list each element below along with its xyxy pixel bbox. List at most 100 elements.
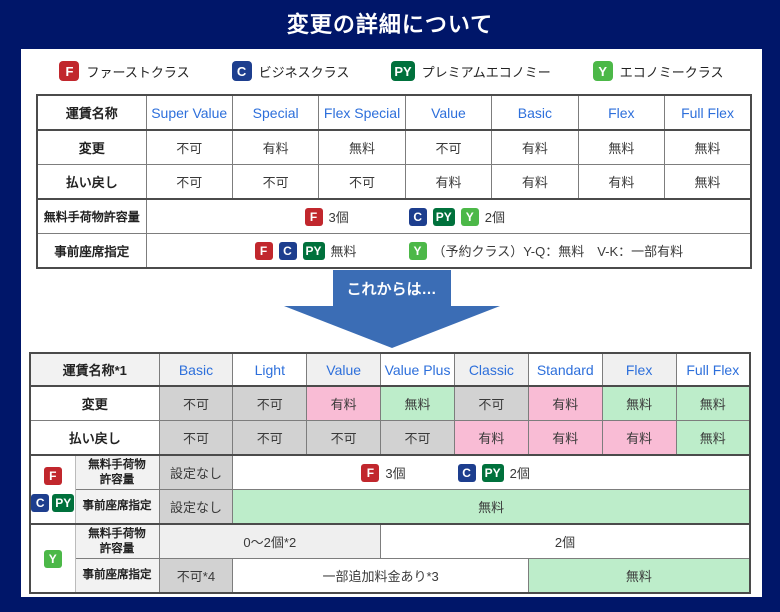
- row-label: 無料手荷物 許容量: [74, 454, 160, 490]
- fare-cell: 有料: [231, 129, 320, 165]
- row-label: 事前座席指定: [36, 233, 147, 269]
- legend-label: プレミアムエコノミー: [421, 64, 551, 80]
- fare-column-header: Special: [231, 94, 320, 131]
- legend-item-business-class: C ビジネスクラス: [231, 61, 350, 81]
- badge-value-group: C PY 2個: [457, 463, 530, 482]
- fare-column-header: Full Flex: [664, 94, 752, 131]
- py-class-badge-icon: PY: [432, 207, 455, 226]
- baggage-span-cell: F 3個 C PY Y 2個: [145, 198, 752, 234]
- row-label: 事前座席指定: [74, 558, 160, 594]
- fare-cell: 0〜2個*2: [158, 523, 382, 559]
- y-seat-row: 事前座席指定 不可*4 一部追加料金あり*3 無料: [30, 558, 751, 594]
- legend-item-first-class: F ファーストクラス: [59, 61, 190, 81]
- fare-cell: 不可: [306, 420, 382, 456]
- y-class-badge-icon: Y: [460, 207, 479, 226]
- c-class-badge-icon: C: [408, 207, 427, 226]
- f-class-badge-icon: F: [43, 467, 62, 485]
- fare-column-header: Standard: [527, 352, 603, 387]
- fare-column-header: Light: [232, 352, 308, 387]
- seat-span-cell: 無料: [232, 489, 751, 525]
- f-class-badge-icon: F: [304, 207, 323, 226]
- transition-arrow: これからは…: [283, 270, 500, 348]
- y-baggage-row: Y 無料手荷物 許容量 0〜2個*2 2個: [29, 523, 751, 594]
- badge-value-group: F C PY 無料: [254, 241, 357, 260]
- fare-column-header: Value: [404, 94, 493, 131]
- fare-cell: 設定なし: [158, 454, 234, 490]
- c-class-badge-icon: C: [31, 494, 50, 512]
- fare-cell: 不可: [453, 385, 529, 421]
- f-class-badge-icon: F: [254, 241, 273, 260]
- c-class-badge-icon: C: [231, 61, 252, 81]
- fare-column-header: Super Value: [145, 94, 233, 131]
- fare-cell: 不可: [318, 164, 406, 200]
- y-badge-cell: Y: [29, 523, 76, 594]
- class-legend: F ファーストクラス C ビジネスクラス PY プレミアムエコノミー Y エコノ…: [21, 57, 762, 85]
- table-row: 変更 不可 不可 有料 無料 不可 有料 無料 無料: [29, 385, 751, 421]
- baggage-span-cell: F 3個 C PY 2個: [232, 454, 751, 490]
- fare-cell: 不可: [380, 420, 455, 456]
- fare-column-header: Classic: [453, 352, 529, 387]
- fare-cell: 設定なし: [158, 489, 234, 525]
- fare-cell: 不可*4: [158, 558, 234, 594]
- group-text: 2個: [509, 466, 530, 481]
- header-row: 運賃名称 Super Value Special Flex Special Value B…: [36, 94, 752, 131]
- before-fare-table: 運賃名称 Super Value Special Flex Special Value B…: [36, 94, 752, 269]
- fare-cell: 2個: [380, 523, 751, 559]
- y-class-badge-icon: Y: [408, 241, 427, 260]
- py-class-badge-icon: PY: [302, 241, 325, 260]
- fare-cell: 不可: [404, 129, 493, 165]
- fare-column-header: Value Plus: [380, 352, 455, 387]
- group-text: 2個: [484, 210, 505, 225]
- badge-value-group: F 3個: [361, 463, 406, 482]
- fare-cell: 無料: [664, 129, 752, 165]
- row-label: 払い戻し: [29, 420, 160, 456]
- group-text: 無料: [330, 244, 357, 259]
- seat-row: 事前座席指定 F C PY 無料 Y （予約クラス）Y-Q：無料 V-K：一部有料: [36, 233, 752, 269]
- fare-cell: 不可: [231, 164, 320, 200]
- row-label: 無料手荷物許容量: [36, 198, 147, 234]
- fare-column-header: Flex: [601, 352, 677, 387]
- fare-cell: 無料: [527, 558, 751, 594]
- legend-item-premium-economy: PY プレミアムエコノミー: [391, 61, 551, 81]
- legend-label: ビジネスクラス: [258, 64, 350, 80]
- legend-label: エコノミークラス: [619, 64, 724, 80]
- table-row: 払い戻し 不可 不可 不可 不可 有料 有料 有料 無料: [29, 420, 751, 456]
- table-row: 払い戻し 不可 不可 不可 有料 有料 有料 無料: [36, 164, 752, 200]
- fare-cell: 無料: [318, 129, 406, 165]
- y-class-badge-icon: Y: [43, 549, 62, 568]
- fcpy-seat-row: 事前座席指定 設定なし 無料: [30, 489, 751, 525]
- after-table-body: 変更 不可 不可 有料 無料 不可 有料 無料 無料 払い戻し 不可 不可 不可 不可 有料 有料 有料無…: [29, 385, 751, 594]
- before-table-body: 変更 不可 有料 無料 不可 有料 無料 無料 払い戻し 不可 不可 不可 有料 有料 有料 無料 無料…: [36, 129, 752, 269]
- after-fare-table: 運賃名称*1 Basic Light Value Value Plus Classic St…: [29, 352, 751, 594]
- fare-column-header: Value: [306, 352, 382, 387]
- fare-cell: 不可: [158, 420, 234, 456]
- py-class-badge-icon: PY: [481, 463, 504, 482]
- badge-value-group: F 3個: [304, 207, 349, 226]
- fare-cell: 有料: [404, 164, 493, 200]
- baggage-row: 無料手荷物許容量 F 3個 C PY Y 2個: [36, 198, 752, 234]
- content-panel: F ファーストクラス C ビジネスクラス PY プレミアムエコノミー Y エコノ…: [21, 49, 762, 597]
- arrow-banner: これからは…: [332, 270, 451, 306]
- c-class-badge-icon: C: [457, 463, 476, 482]
- group-text: 3個: [385, 466, 406, 481]
- fare-cell: 有料: [306, 385, 382, 421]
- fare-cell: 有料: [491, 164, 579, 200]
- fcpy-badge-cell: F C PY: [29, 454, 76, 525]
- fare-column-header: Flex: [577, 94, 666, 131]
- header-row: 運賃名称*1 Basic Light Value Value Plus Classic St…: [29, 352, 751, 387]
- fare-cell: 有料: [577, 164, 666, 200]
- fare-cell: 不可: [145, 129, 233, 165]
- row-label: 変更: [29, 385, 160, 421]
- f-class-badge-icon: F: [361, 463, 380, 482]
- group-text: （予約クラス）Y-Q：無料 V-K：一部有料: [432, 244, 684, 259]
- row-label: 事前座席指定: [74, 489, 160, 525]
- page-title: 変更の詳細について: [286, 12, 494, 37]
- fare-cell: 不可: [232, 385, 308, 421]
- legend-item-economy-class: Y エコノミークラス: [592, 61, 724, 81]
- fare-cell: 無料: [601, 385, 677, 421]
- py-class-badge-icon: PY: [391, 61, 415, 81]
- fare-column-header: Basic: [491, 94, 579, 131]
- fare-cell: 無料: [664, 164, 752, 200]
- row-label: 払い戻し: [36, 164, 147, 200]
